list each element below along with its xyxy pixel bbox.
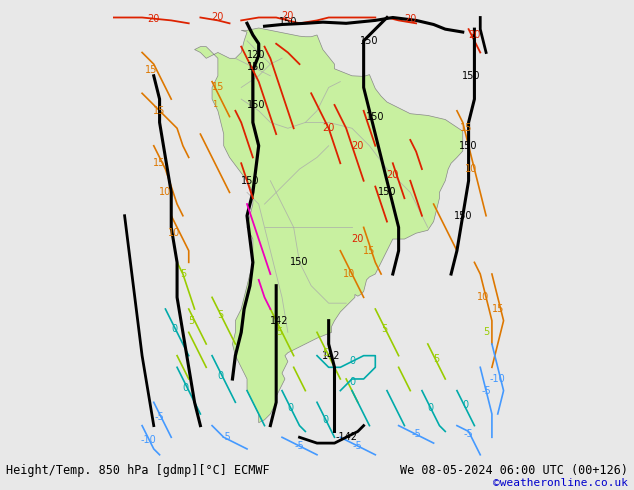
Text: 150: 150 <box>278 17 297 26</box>
Text: 5: 5 <box>180 269 186 279</box>
Text: 150: 150 <box>453 211 472 220</box>
Text: 20: 20 <box>387 170 399 180</box>
Text: -10: -10 <box>140 435 156 445</box>
Text: -5: -5 <box>411 429 421 440</box>
Text: 0: 0 <box>349 377 355 387</box>
Text: 5: 5 <box>483 327 489 337</box>
Text: -5: -5 <box>463 429 474 440</box>
Text: 0: 0 <box>217 371 224 381</box>
Polygon shape <box>195 28 463 423</box>
Text: 15: 15 <box>153 106 165 116</box>
Text: 20: 20 <box>212 12 224 23</box>
Text: 10: 10 <box>168 228 180 238</box>
Text: 150: 150 <box>290 257 309 268</box>
Text: 150: 150 <box>378 187 396 197</box>
Text: We 08-05-2024 06:00 UTC (00+126): We 08-05-2024 06:00 UTC (00+126) <box>399 464 628 477</box>
Text: 10: 10 <box>159 187 172 197</box>
Text: -10: -10 <box>490 374 506 384</box>
Text: 150: 150 <box>241 176 259 186</box>
Text: 0: 0 <box>323 415 329 425</box>
Text: 15: 15 <box>153 158 165 168</box>
Text: 0: 0 <box>288 403 294 413</box>
Text: 15: 15 <box>212 82 224 93</box>
Text: 142: 142 <box>270 316 288 326</box>
Text: 1: 1 <box>212 100 217 109</box>
Text: 15: 15 <box>145 65 157 75</box>
Text: 15: 15 <box>491 304 504 314</box>
Text: 142: 142 <box>322 351 341 361</box>
Text: 15: 15 <box>363 245 376 256</box>
Text: 150: 150 <box>366 112 385 122</box>
Text: 10: 10 <box>343 269 355 279</box>
Text: ©weatheronline.co.uk: ©weatheronline.co.uk <box>493 478 628 488</box>
Text: 5: 5 <box>381 324 387 334</box>
Text: -5: -5 <box>222 432 231 442</box>
Text: 10: 10 <box>477 293 489 302</box>
Text: 10: 10 <box>465 164 477 174</box>
Text: 20: 20 <box>323 123 335 133</box>
Text: 20: 20 <box>352 234 364 244</box>
Text: 0: 0 <box>427 403 434 413</box>
Text: 150: 150 <box>462 71 481 81</box>
Text: -5: -5 <box>295 441 304 451</box>
Text: -5: -5 <box>481 386 491 395</box>
Text: 0: 0 <box>349 357 355 367</box>
Text: -142: -142 <box>335 432 357 442</box>
Text: 5: 5 <box>434 354 439 364</box>
Text: 15: 15 <box>460 123 472 133</box>
Text: 0: 0 <box>463 400 469 410</box>
Text: 0: 0 <box>171 324 178 334</box>
Text: 20: 20 <box>404 14 417 24</box>
Text: 120: 120 <box>247 50 265 60</box>
Text: 5: 5 <box>188 316 195 326</box>
Text: 20: 20 <box>469 30 481 40</box>
Text: Height/Temp. 850 hPa [gdmp][°C] ECMWF: Height/Temp. 850 hPa [gdmp][°C] ECMWF <box>6 464 270 477</box>
Text: 150: 150 <box>360 36 378 46</box>
Text: 5: 5 <box>276 327 282 337</box>
Text: 150: 150 <box>460 141 478 151</box>
Text: 150: 150 <box>247 100 265 110</box>
Text: -5: -5 <box>155 412 164 422</box>
Text: -5: -5 <box>353 441 363 451</box>
Text: 5: 5 <box>217 310 224 320</box>
Text: 20: 20 <box>352 141 364 151</box>
Text: 20: 20 <box>281 11 294 22</box>
Text: 0: 0 <box>183 383 189 392</box>
Text: 5: 5 <box>323 348 329 358</box>
Text: 20: 20 <box>148 14 160 24</box>
Text: 150: 150 <box>247 62 265 72</box>
